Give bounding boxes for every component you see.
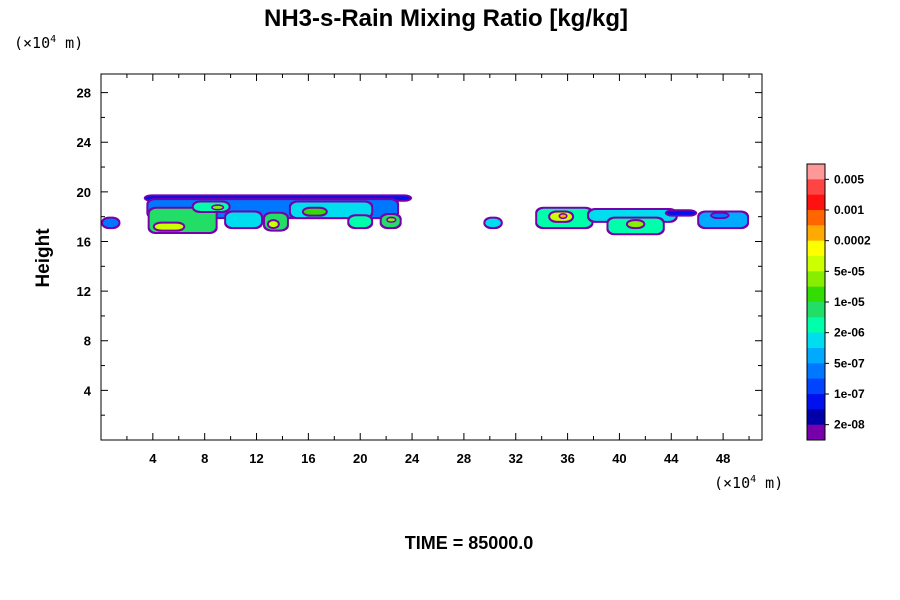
cloud-blob	[154, 223, 184, 230]
colorbar-swatch	[807, 210, 825, 226]
x-unit-label: (×104 m)	[714, 474, 783, 492]
colorbar-swatch	[807, 332, 825, 349]
y-tick-label: 20	[77, 185, 91, 200]
colorbar-label: 1e-07	[834, 387, 865, 401]
colorbar-swatch	[807, 179, 825, 196]
colorbar-swatch	[807, 164, 825, 180]
y-axis: 4 8 12 16 20 24 28	[77, 86, 762, 416]
colorbar: 0.005 0.001 0.0002 5e-05 1e-05 2e-06 5e-07 1e-0…	[806, 163, 871, 441]
colorbar-label: 1e-05	[834, 295, 865, 309]
colorbar-swatch	[807, 424, 825, 441]
colorbar-swatch	[807, 194, 825, 211]
cloud-blob	[666, 211, 696, 215]
x-tick-label: 32	[509, 451, 523, 466]
plot-frame	[100, 73, 763, 441]
colorbar-swatch	[807, 271, 825, 288]
cloud-blob	[103, 218, 119, 228]
x-tick-label: 20	[353, 451, 367, 466]
cloud-blob	[712, 213, 728, 218]
colorbar-label: 5e-07	[834, 356, 865, 370]
y-tick-label: 8	[84, 334, 91, 349]
x-tick-label: 36	[560, 451, 574, 466]
y-unit-label: (×104 m)	[14, 34, 83, 52]
colorbar-label: 5e-05	[834, 264, 865, 278]
cloud-blob	[212, 205, 223, 209]
y-tick-label: 28	[77, 86, 91, 101]
chart-title: NH3-s-Rain Mixing Ratio [kg/kg]	[264, 5, 628, 32]
x-tick-label: 12	[249, 451, 263, 466]
colorbar-label: 2e-08	[834, 418, 865, 432]
x-tick-label: 28	[457, 451, 471, 466]
colorbar-swatch	[807, 225, 825, 242]
time-label: TIME = 85000.0	[405, 533, 534, 553]
colorbar-swatch	[807, 240, 825, 257]
colorbar-swatch	[807, 317, 825, 334]
colorbar-label: 0.001	[834, 203, 864, 217]
x-tick-label: 24	[405, 451, 420, 466]
cloud-blob	[560, 214, 567, 218]
colorbar-swatch	[807, 363, 825, 380]
colorbar-label: 0.005	[834, 172, 864, 186]
colorbar-label: 2e-06	[834, 326, 865, 340]
cloud-blob	[387, 218, 395, 222]
x-tick-label: 48	[716, 451, 730, 466]
x-tick-label: 16	[301, 451, 315, 466]
cloud-blob	[485, 218, 501, 228]
colorbar-label: 0.0002	[834, 234, 871, 248]
x-axis: 4 8 12 16 20 24 28 32 36 40 44 48	[126, 74, 750, 466]
x-tick-label: 8	[201, 451, 208, 466]
cloud-blob	[303, 208, 326, 215]
colorbar-swatch	[807, 394, 825, 410]
cloud-blob	[226, 212, 262, 228]
y-tick-label: 12	[77, 284, 91, 299]
cloud-field	[101, 194, 750, 236]
cloud-blob	[268, 221, 278, 228]
x-tick-label: 40	[612, 451, 626, 466]
cloud-blob	[627, 221, 644, 228]
colorbar-swatch	[807, 302, 825, 318]
colorbar-swatch	[807, 348, 825, 364]
x-tick-label: 44	[664, 451, 679, 466]
colorbar-swatch	[807, 286, 825, 303]
y-tick-label: 24	[77, 135, 92, 150]
colorbar-swatch	[807, 378, 825, 395]
y-tick-label: 16	[77, 234, 91, 249]
colorbar-swatch	[807, 256, 825, 272]
y-tick-label: 4	[84, 383, 92, 398]
y-axis-title: Height	[33, 228, 54, 288]
x-tick-label: 4	[149, 451, 157, 466]
cloud-blob	[349, 216, 372, 228]
colorbar-swatch	[807, 409, 825, 426]
